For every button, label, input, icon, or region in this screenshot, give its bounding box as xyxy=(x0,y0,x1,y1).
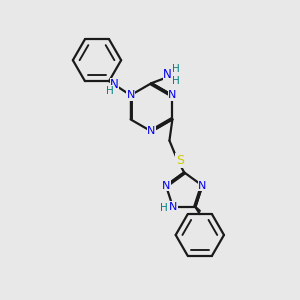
Text: H: H xyxy=(172,64,180,74)
Text: N: N xyxy=(147,126,156,136)
Text: N: N xyxy=(168,90,177,100)
Text: N: N xyxy=(110,78,119,91)
Text: H: H xyxy=(160,203,168,214)
Text: N: N xyxy=(162,181,170,190)
Text: N: N xyxy=(169,202,177,212)
Text: H: H xyxy=(172,76,180,86)
Text: N: N xyxy=(163,68,172,81)
Text: N: N xyxy=(126,90,135,100)
Text: H: H xyxy=(106,85,113,95)
Text: S: S xyxy=(176,154,184,167)
Text: N: N xyxy=(198,181,206,190)
